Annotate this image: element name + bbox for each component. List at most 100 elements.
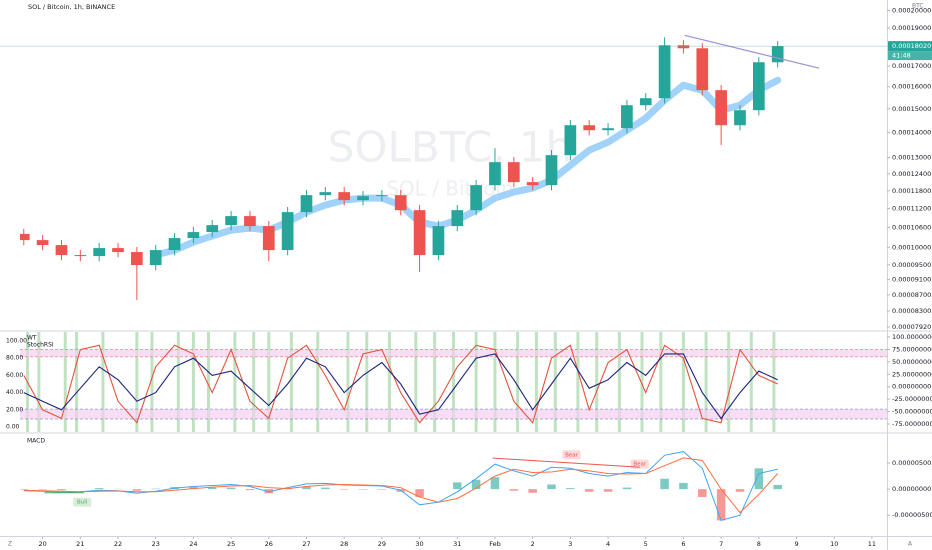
x-tick-label: 29 bbox=[378, 540, 386, 548]
signal-highlight bbox=[233, 332, 237, 432]
y-tick-label: 25.00000000 bbox=[892, 370, 932, 378]
x-tick-label: 4 bbox=[606, 540, 610, 548]
y-tick-label: 0.00012400 bbox=[892, 170, 931, 178]
y-tick-label: 100.00000000 bbox=[892, 333, 932, 341]
candle-body bbox=[621, 105, 633, 129]
histogram-bar bbox=[377, 489, 387, 490]
indicator-label: StochRSI bbox=[27, 342, 54, 349]
histogram-bar bbox=[358, 489, 368, 490]
x-tick-label: 2 bbox=[531, 540, 535, 548]
y-tick-label: 0.00011200 bbox=[892, 205, 931, 213]
signal-highlight bbox=[37, 332, 41, 432]
corner-button: Z bbox=[8, 541, 12, 548]
watermark: SOLBTC, 1h bbox=[328, 123, 573, 172]
trendline bbox=[684, 34, 820, 69]
histogram-bar bbox=[302, 486, 311, 490]
y-tick-label: 0.00000000 bbox=[892, 485, 931, 493]
histogram-bar bbox=[679, 482, 688, 490]
signal-highlight bbox=[267, 332, 271, 432]
signal-highlight bbox=[63, 332, 67, 432]
signal-highlight bbox=[365, 332, 369, 432]
y-tick-label: 75.00000000 bbox=[892, 345, 932, 353]
y-tick-label: 0.00013000 bbox=[892, 154, 931, 162]
annotation-label: Bear bbox=[565, 452, 579, 458]
candle-body bbox=[376, 195, 388, 197]
signal-highlight bbox=[414, 332, 418, 432]
x-tick-label: 5 bbox=[644, 540, 648, 548]
candle-body bbox=[715, 90, 727, 126]
macd-line bbox=[23, 457, 779, 514]
candle-body bbox=[300, 195, 313, 213]
x-tick-label: Feb bbox=[489, 540, 501, 548]
indicator-label: WT bbox=[27, 335, 37, 342]
divergence-line bbox=[492, 457, 640, 468]
histogram-bar bbox=[716, 489, 726, 521]
annotation-box bbox=[73, 497, 92, 507]
candle-body bbox=[149, 250, 162, 266]
candle-body bbox=[357, 196, 369, 201]
histogram-bar bbox=[773, 484, 782, 490]
histogram-bar bbox=[754, 468, 764, 490]
candle-body bbox=[526, 182, 539, 186]
histogram-bar bbox=[20, 489, 29, 490]
candle-body bbox=[583, 125, 596, 131]
histogram-bar bbox=[490, 477, 500, 490]
signal-highlight bbox=[681, 332, 685, 432]
indicator-label: MACD bbox=[27, 438, 45, 445]
left-tick-label: 20.00 bbox=[6, 406, 23, 413]
signal-highlight bbox=[474, 332, 478, 432]
candle-body bbox=[131, 252, 143, 266]
y-tick-label: 50.00000000 bbox=[892, 358, 932, 366]
signal-highlight bbox=[150, 332, 154, 432]
macd-panel: Bull Bear Bear bbox=[20, 450, 782, 522]
oscillator-line bbox=[23, 344, 778, 424]
left-tick-label: 40.00 bbox=[6, 389, 23, 396]
histogram-bar bbox=[471, 479, 481, 490]
y-tick-label: 0.00008300 bbox=[892, 307, 931, 315]
y-tick-label: 0.00015000 bbox=[892, 105, 931, 113]
histogram-bar bbox=[94, 488, 104, 490]
histogram-bar bbox=[660, 478, 669, 490]
y-tick-label: 0.00019000 bbox=[892, 24, 931, 32]
x-tick-label: 11 bbox=[868, 540, 876, 548]
candle-body bbox=[771, 46, 784, 63]
histogram-bar bbox=[38, 489, 47, 490]
signal-highlight bbox=[289, 332, 293, 432]
y-tick-label: -0.00000500 bbox=[892, 511, 932, 519]
x-tick-label: 23 bbox=[152, 540, 160, 548]
x-tick-label: 8 bbox=[757, 540, 761, 548]
histogram-bar bbox=[547, 484, 556, 490]
candle-body bbox=[545, 155, 558, 186]
candle-body bbox=[677, 45, 690, 49]
x-tick-label: 27 bbox=[302, 540, 310, 548]
candle-body bbox=[696, 48, 709, 91]
histogram-bar bbox=[509, 489, 519, 491]
annotation-label: Bull bbox=[77, 500, 88, 506]
histogram-bar bbox=[622, 487, 632, 490]
histogram-bar bbox=[528, 489, 537, 493]
candle-body bbox=[470, 185, 482, 211]
candle-body bbox=[394, 195, 407, 211]
candle-body bbox=[432, 226, 445, 256]
histogram-bar bbox=[226, 487, 236, 490]
left-tick-label: 80.00 bbox=[6, 355, 23, 362]
candle-body bbox=[564, 125, 577, 156]
histogram-bar bbox=[57, 489, 66, 491]
candle-body bbox=[338, 192, 351, 201]
x-tick-label: 21 bbox=[76, 540, 84, 548]
y-tick-label: 0.00011800 bbox=[892, 187, 931, 195]
candle-body bbox=[93, 248, 106, 257]
annotation-label: Bear bbox=[633, 462, 647, 468]
y-tick-label: 0.00010600 bbox=[892, 223, 931, 231]
y-tick-label: 0.00000500 bbox=[892, 459, 931, 467]
signal-highlight bbox=[640, 332, 644, 432]
y-tick-label: -75.00000000 bbox=[892, 420, 932, 428]
histogram-bar bbox=[264, 489, 274, 494]
signal-highlight bbox=[749, 332, 753, 432]
annotation-box bbox=[562, 450, 581, 460]
signal-highlight bbox=[452, 332, 455, 432]
signal-highlight bbox=[316, 332, 320, 432]
signal-highlight bbox=[176, 332, 180, 432]
